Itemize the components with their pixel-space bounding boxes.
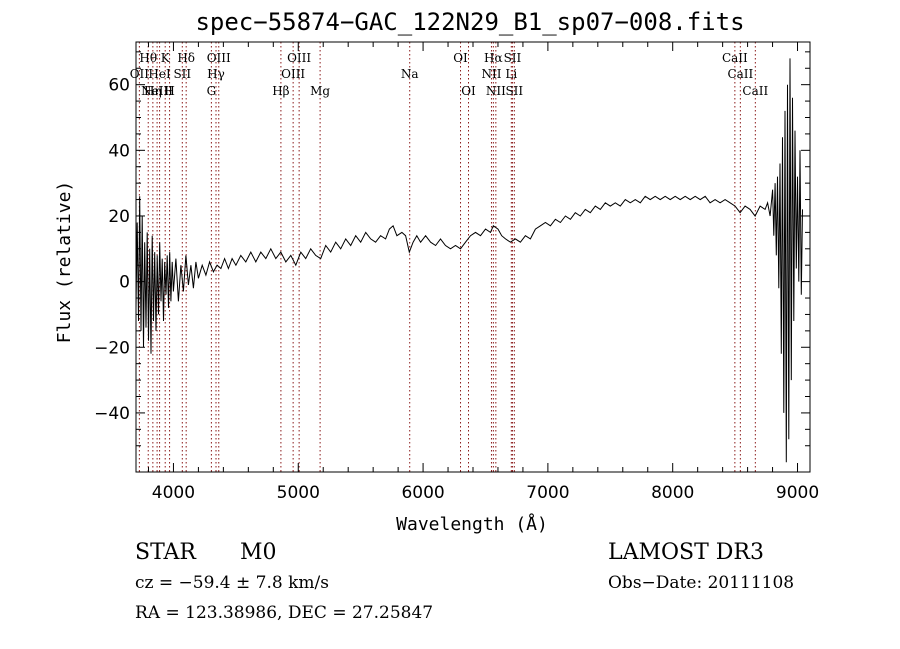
redshift-readout: cz = −59.4 ± 7.8 km/s [135, 573, 329, 593]
y-axis-label: Flux (relative) [54, 181, 75, 344]
x-tick-label: 7000 [526, 483, 569, 503]
x-axis-ticks: 4000 5000 6000 7000 8000 9000 [147, 42, 819, 503]
object-subclass: M0 [240, 540, 277, 565]
line-marker-label: OII [130, 67, 150, 81]
line-marker-label: OIII [207, 51, 231, 65]
line-marker-label: Hδ [177, 51, 195, 65]
line-marker-label: Hη [144, 84, 162, 98]
line-marker-label: OIII [287, 51, 311, 65]
line-marker-label: Na [401, 67, 419, 81]
x-tick-label: 4000 [152, 483, 195, 503]
line-marker-label: OI [461, 84, 476, 98]
line-marker-label: Li [505, 67, 517, 81]
x-tick-label: 5000 [277, 483, 320, 503]
y-tick-label: 20 [108, 207, 130, 227]
x-tick-label: 8000 [651, 483, 694, 503]
y-tick-label: 60 [108, 76, 130, 96]
y-tick-label: 40 [108, 141, 130, 161]
line-marker-label: SII [504, 51, 522, 65]
line-marker-label: CaII [727, 67, 753, 81]
line-marker-label: Hβ [272, 84, 289, 98]
x-axis-label: Wavelength (Å) [396, 513, 548, 535]
plot-frame [135, 41, 811, 473]
line-marker-label: NII [481, 67, 501, 81]
line-marker-label: Hγ [207, 67, 225, 81]
coordinates: RA = 123.38986, DEC = 27.25847 [135, 603, 434, 623]
chart-title: spec−55874−GAC_122N29_B1_sp07−008.fits [195, 8, 745, 36]
line-marker-label: NII [486, 84, 506, 98]
line-marker-label: Hα [484, 51, 503, 65]
y-tick-label: −40 [94, 404, 130, 424]
line-marker-label: K [161, 51, 171, 65]
line-marker-label: H [164, 84, 174, 98]
line-marker-label: Mg [310, 84, 330, 98]
y-tick-label: 0 [119, 273, 130, 293]
object-class: STAR [135, 540, 196, 565]
line-marker-label: CaII [722, 51, 748, 65]
spectrum-line [135, 58, 803, 463]
line-marker-label: SII [505, 84, 523, 98]
line-marker-label: NeIII [141, 84, 173, 98]
line-marker-label: Hθ [139, 51, 157, 65]
y-axis-ticks: −40 −20 0 20 40 60 [94, 51, 810, 447]
line-marker-label: OI [453, 51, 468, 65]
survey-name: LAMOST DR3 [608, 540, 764, 565]
line-marker-label: HeI [148, 67, 171, 81]
line-marker-label: OIII [281, 67, 305, 81]
y-tick-label: −20 [94, 338, 130, 358]
line-marker-label: CaII [742, 84, 768, 98]
x-tick-label: 9000 [776, 483, 819, 503]
obs-date: Obs−Date: 20111108 [608, 573, 795, 593]
line-marker-label: G [207, 84, 217, 98]
line-markers-group [138, 42, 756, 472]
line-marker-label: SII [173, 67, 191, 81]
x-tick-label: 6000 [401, 483, 444, 503]
